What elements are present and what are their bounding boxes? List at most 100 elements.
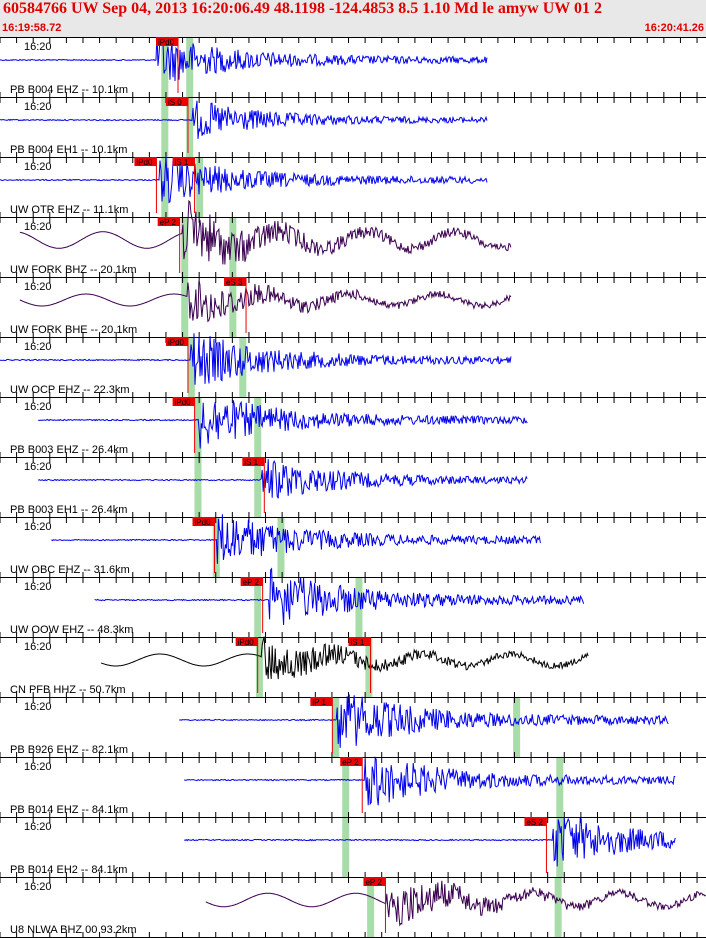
waveform [0,156,488,204]
trace-label: UW OCP EHZ -- 22.3km [10,384,130,396]
panel-time-label: 16:20 [24,341,52,353]
panel-time-label: 16:20 [24,281,52,293]
pick-box [172,397,195,406]
event-title: 60584766 UW Sep 04, 2013 16:20:06.49 48.… [3,0,602,17]
pick-label: iS 0 [168,98,182,107]
pick-box [242,457,265,466]
end-time: 16:20:41.26 [644,22,704,34]
phase-band [229,217,237,277]
waveform [19,280,512,323]
trace-panel: 16:20 eS 3 UW FORK BHE -- 20.1km [0,277,706,337]
panel-time-label: 16:20 [24,41,52,53]
phase-band [556,817,564,877]
phase-band [367,877,375,937]
trace-panel: 16:20 iPd0 iS 1 UW OTR EHZ -- 11.1km [0,156,706,217]
panel-time-label: 16:20 [24,881,52,893]
waveform [51,514,541,564]
pick-label: iPd0 [195,518,212,527]
trace-label: UW OOW EHZ -- 48.3km [10,624,133,636]
phase-band [554,877,562,937]
phase-band [186,97,194,157]
waveform [183,756,676,806]
pick-label: eS 2 [526,818,543,827]
trace-label: U8 NLWA BHZ 00 93.2km [10,924,137,936]
pick-box [235,637,258,646]
pick-label: eP 2 [365,878,382,887]
phase-band [187,337,195,397]
pick-label: iPd0 [238,638,255,647]
phase-band [355,577,363,637]
phase-band [513,697,521,757]
panel-time-label: 16:20 [24,821,52,833]
phase-band [254,397,262,457]
panel-time-label: 16:20 [24,641,52,653]
pick-box [134,157,157,166]
pick-box [524,817,547,826]
trace-panel: 16:20 iPd0 PB B003 EHZ -- 26.4km [0,397,706,457]
trace-panel: 16:20 iPd0 iS 1 CN PFB HHZ -- 50.7km [0,636,706,697]
trace-label: UW OBC EHZ -- 31.6km [10,564,130,576]
trace-panel: 16:20 iS 1 PB B003 EH1 -- 26.4km [0,457,706,517]
pick-box [165,337,188,346]
trace-label: PB B004 EHZ -- 10.1km [10,84,128,96]
pick-label: iPd0 [136,158,153,167]
waveform [38,400,528,449]
phase-band [181,277,189,337]
panel-time-label: 16:20 [24,581,52,593]
waveform [101,636,589,680]
phase-band [332,697,340,757]
pick-box [224,277,247,286]
trace-panel: 16:20 iPd0 UW OCP EHZ -- 22.3km [0,333,706,397]
pick-box [192,517,215,526]
waveform [37,459,528,499]
phase-band [161,37,169,97]
trace-label: PB B003 EHZ -- 26.4km [10,444,128,456]
trace-panel: 16:20 iS 0 PB B004 EH1 -- 10.1km [0,97,706,157]
panel-time-label: 16:20 [24,101,52,113]
trace-label: PB B014 EH2 -- 84.1km [10,864,127,876]
panel-time-label: 16:20 [24,521,52,533]
trace-panel: 16:20 eP 2 U8 NLWA BHZ 00 93.2km [0,877,706,937]
pick-label: iPd0 [175,398,192,407]
phase-band [254,457,262,517]
pick-box [156,37,179,46]
phase-band [342,757,350,817]
phase-band [194,397,202,457]
start-time: 16:19:58.72 [2,22,62,34]
trace-panel: 16:20 iPd0 UW OBC EHZ -- 31.6km [0,514,706,577]
pick-label: eP 2 [342,758,359,767]
trace-panel: 16:20 iP 1 PB B926 EHZ -- 82.1km [0,694,706,757]
pick-label: iS 1 [244,458,258,467]
waveform [0,100,488,139]
phase-band [255,637,263,697]
trace-panel: 16:20 eP 2 UW OOW EHZ -- 48.3km [0,567,706,637]
trace-label: PB B926 EHZ -- 82.1km [10,744,128,756]
pick-box [240,577,263,586]
panel-time-label: 16:20 [24,761,52,773]
phase-band [181,217,189,277]
pick-label: iS 1 [175,158,189,167]
phase-band [342,817,350,877]
pick-box [348,637,371,646]
pick-box [165,97,188,106]
phase-band [556,757,564,817]
trace-panel: 16:20 eP 2 PB B014 EHZ -- 84.1km [0,756,706,817]
phase-band [186,37,194,97]
pick-label: iS 1 [351,638,365,647]
pick-box [157,217,180,226]
panel-time-label: 16:20 [24,401,52,413]
phase-band [254,577,262,637]
pick-label: iPd0 [168,338,185,347]
trace-panel: 16:20 eS 2 PB B014 EH2 -- 84.1km [0,817,706,877]
panel-time-label: 16:20 [24,221,52,233]
panel-time-label: 16:20 [24,461,52,473]
waveform [205,880,706,927]
trace-label: UW FORK BHE -- 20.1km [10,324,137,336]
pick-box [363,877,386,886]
pick-label: eS 3 [226,278,243,287]
waveform [94,567,585,626]
trace-panel: 16:20 eP 2 UW FORK BHZ -- 20.1km [0,199,706,277]
trace-label: UW OTR EHZ -- 11.1km [10,204,128,216]
phase-band [161,97,169,157]
seismogram-plot: 16:20 iPd0 PB B004 EHZ -- 10.1km 16:20 iS 0 P… [0,37,706,938]
